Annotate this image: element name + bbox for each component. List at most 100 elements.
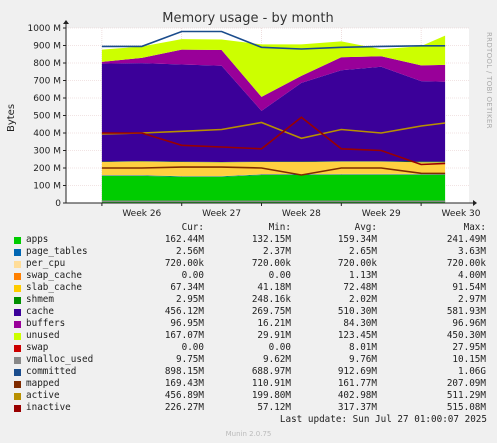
legend-swatch <box>14 285 21 292</box>
legend-name: swap_cache <box>26 270 82 281</box>
legend-name: active <box>26 390 60 401</box>
y-tick-label: 1000 M <box>27 24 61 34</box>
legend-cur: 226.27M <box>164 402 204 413</box>
legend-min: 29.91M <box>257 330 291 341</box>
legend-min: 0.00 <box>268 270 291 281</box>
legend-row-cache: cache 456.12M 269.75M 510.30M 581.93M <box>10 306 490 318</box>
munin-version: Munin 2.0.75 <box>225 430 272 438</box>
legend-name: inactive <box>26 402 71 413</box>
legend-swatch <box>14 249 21 256</box>
legend-avg: 9.76M <box>349 354 377 365</box>
memory-chart: Memory usage - by month Bytes RRDTOOL / … <box>6 11 493 219</box>
legend-min: 57.12M <box>257 402 291 413</box>
legend-swatch <box>14 273 21 280</box>
legend-cur: 720.00k <box>164 258 204 269</box>
area-cache <box>101 63 446 162</box>
legend-max: 515.08M <box>446 402 486 413</box>
legend-row-swap: swap 0.00 0.00 8.01M 27.95M <box>10 342 490 354</box>
y-tick-label: 0 <box>55 199 61 209</box>
legend-min: 688.97M <box>251 366 291 377</box>
legend-max: 241.49M <box>446 234 486 245</box>
legend-row-active: active 456.89M 199.80M 402.98M 511.29M <box>10 390 490 402</box>
x-tick-label: Week 26 <box>122 209 161 219</box>
header-avg: Avg: <box>354 222 377 233</box>
chart-title: Memory usage - by month <box>162 11 333 26</box>
legend-max: 96.96M <box>452 318 486 329</box>
legend-cur: 2.56M <box>176 246 204 257</box>
area-apps <box>101 174 446 203</box>
legend-name: shmem <box>26 294 54 305</box>
legend-swatch <box>14 381 21 388</box>
area-unused <box>101 35 446 97</box>
legend-min: 9.62M <box>263 354 291 365</box>
y-tick-label: 200 M <box>33 164 61 174</box>
legend-min: 199.80M <box>251 390 291 401</box>
legend-swatch <box>14 297 21 304</box>
overlay-lines <box>101 30 446 203</box>
legend-min: 2.37M <box>263 246 291 257</box>
y-tick-label: 800 M <box>33 59 61 69</box>
legend-avg: 84.30M <box>343 318 377 329</box>
legend-max: 1.06G <box>458 366 486 377</box>
legend-header: Cur: Min: Avg: Max: <box>10 222 490 234</box>
legend-cur: 162.44M <box>164 234 204 245</box>
legend-name: committed <box>26 366 77 377</box>
area-page-tables <box>101 174 446 177</box>
y-tick-label: 100 M <box>33 182 61 192</box>
legend-name: swap <box>26 342 49 353</box>
header-max: Max: <box>463 222 486 233</box>
legend-max: 3.63M <box>458 246 486 257</box>
area-shmem <box>101 161 446 163</box>
x-axis-arrow <box>473 200 477 206</box>
legend-swatch <box>14 357 21 364</box>
line-active <box>101 121 446 140</box>
x-tick-label: Week 28 <box>282 209 321 219</box>
legend-swatch <box>14 333 21 340</box>
legend-name: page_tables <box>26 246 88 257</box>
legend-avg: 720.00k <box>337 258 377 269</box>
legend-row-vmalloc-used: vmalloc_used 9.75M 9.62M 9.76M 10.15M <box>10 354 490 366</box>
legend-min: 720.00k <box>251 258 291 269</box>
legend-cur: 898.15M <box>164 366 204 377</box>
legend-name: apps <box>26 234 49 245</box>
line-mapped <box>101 166 446 176</box>
legend-max: 91.54M <box>452 282 486 293</box>
legend-avg: 912.69M <box>337 366 377 377</box>
legend-row-shmem: shmem 2.95M 248.16k 2.02M 2.97M <box>10 294 490 306</box>
legend-swatch <box>14 393 21 400</box>
legend-cur: 167.07M <box>164 330 204 341</box>
legend-avg: 72.48M <box>343 282 377 293</box>
legend-max: 511.29M <box>446 390 486 401</box>
y-axis-arrow <box>63 20 69 24</box>
legend-row-apps: apps 162.44M 132.15M 159.34M 241.49M <box>10 234 490 246</box>
x-tick-label: Week 29 <box>362 209 401 219</box>
legend-min: 16.21M <box>257 318 291 329</box>
legend-min: 132.15M <box>251 234 291 245</box>
line-committed <box>101 30 446 50</box>
legend-avg: 8.01M <box>349 342 377 353</box>
legend-row-swap-cache: swap_cache 0.00 0.00 1.13M 4.00M <box>10 270 490 282</box>
legend-avg: 510.30M <box>337 306 377 317</box>
header-min: Min: <box>268 222 291 233</box>
legend-min: 41.18M <box>257 282 291 293</box>
y-tick-label: 300 M <box>33 147 61 157</box>
legend-cur: 0.00 <box>181 270 204 281</box>
legend-name: per_cpu <box>26 258 66 269</box>
legend-min: 0.00 <box>268 342 291 353</box>
legend-name: unused <box>26 330 60 341</box>
legend-name: mapped <box>26 378 60 389</box>
area-slab-cache <box>101 161 446 176</box>
legend-max: 27.95M <box>452 342 486 353</box>
legend-max: 2.97M <box>458 294 486 305</box>
legend-name: cache <box>26 306 54 317</box>
legend-swatch <box>14 237 21 244</box>
legend-cur: 456.89M <box>164 390 204 401</box>
legend-min: 248.16k <box>251 294 291 305</box>
legend-avg: 1.13M <box>349 270 377 281</box>
y-tick-label: 400 M <box>33 129 61 139</box>
legend-max: 4.00M <box>458 270 486 281</box>
legend-row-committed: committed 898.15M 688.97M 912.69M 1.06G <box>10 366 490 378</box>
legend-max: 450.30M <box>446 330 486 341</box>
legend-cur: 0.00 <box>181 342 204 353</box>
area-buffers <box>101 49 446 111</box>
